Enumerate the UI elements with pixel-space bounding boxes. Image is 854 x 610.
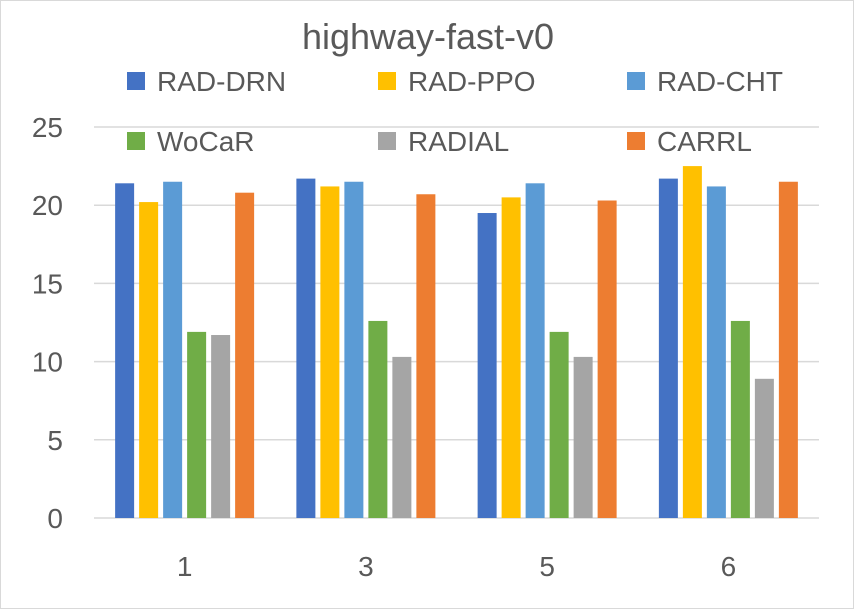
bar-rad-cht-5 (525, 183, 545, 518)
y-tick-label: 5 (47, 425, 63, 456)
x-tick-label: 3 (358, 551, 374, 582)
bar-carrl-1 (235, 192, 255, 519)
bar-carrl-3 (416, 194, 436, 518)
bar-carrl-5 (597, 200, 617, 518)
chart-title: highway-fast-v0 (302, 16, 554, 57)
bar-rad-ppo-5 (501, 197, 521, 518)
y-tick-label: 10 (32, 347, 63, 378)
legend-label-radial: RADIAL (408, 126, 509, 157)
legend-swatch-radial (378, 132, 396, 150)
legend-swatch-carrl (627, 132, 645, 150)
legend-label-rad-drn: RAD-DRN (157, 66, 286, 97)
bar-rad-drn-1 (115, 183, 135, 518)
legend-label-carrl: CARRL (657, 126, 752, 157)
bar-wocar-6 (730, 320, 750, 518)
y-tick-label: 15 (32, 268, 63, 299)
legend: RAD-DRN RAD-PPO RAD-CHT WoCaR RADIAL CARRL (127, 66, 783, 157)
x-axis-ticks: 1 3 5 6 (177, 551, 736, 582)
x-tick-label: 6 (721, 551, 737, 582)
legend-label-rad-cht: RAD-CHT (657, 66, 783, 97)
bar-radial-6 (754, 378, 774, 518)
legend-swatch-rad-ppo (378, 72, 396, 90)
bars (115, 166, 798, 519)
bar-rad-cht-6 (706, 186, 726, 518)
legend-label-wocar: WoCaR (157, 126, 255, 157)
bar-rad-cht-3 (344, 181, 364, 519)
bar-rad-ppo-1 (139, 202, 159, 518)
bar-rad-drn-3 (296, 178, 316, 518)
x-tick-label: 5 (539, 551, 555, 582)
bar-rad-ppo-3 (320, 186, 340, 518)
bar-wocar-5 (549, 331, 569, 518)
bar-carrl-6 (778, 181, 798, 519)
y-axis-ticks: 0 5 10 15 20 25 (32, 112, 63, 534)
bar-radial-5 (573, 356, 593, 518)
bar-rad-drn-5 (477, 213, 497, 518)
bar-radial-1 (211, 335, 231, 518)
bar-rad-cht-1 (163, 181, 183, 519)
bar-rad-ppo-6 (682, 166, 702, 518)
bar-wocar-3 (368, 320, 388, 518)
legend-swatch-rad-drn (127, 72, 145, 90)
legend-swatch-rad-cht (627, 72, 645, 90)
bar-radial-3 (392, 356, 412, 518)
legend-swatch-wocar (127, 132, 145, 150)
x-tick-label: 1 (177, 551, 193, 582)
legend-label-rad-ppo: RAD-PPO (408, 66, 536, 97)
y-tick-label: 20 (32, 190, 63, 221)
bar-rad-drn-6 (658, 178, 678, 518)
bar-wocar-1 (187, 331, 207, 518)
y-tick-label: 25 (32, 112, 63, 143)
y-tick-label: 0 (47, 503, 63, 534)
